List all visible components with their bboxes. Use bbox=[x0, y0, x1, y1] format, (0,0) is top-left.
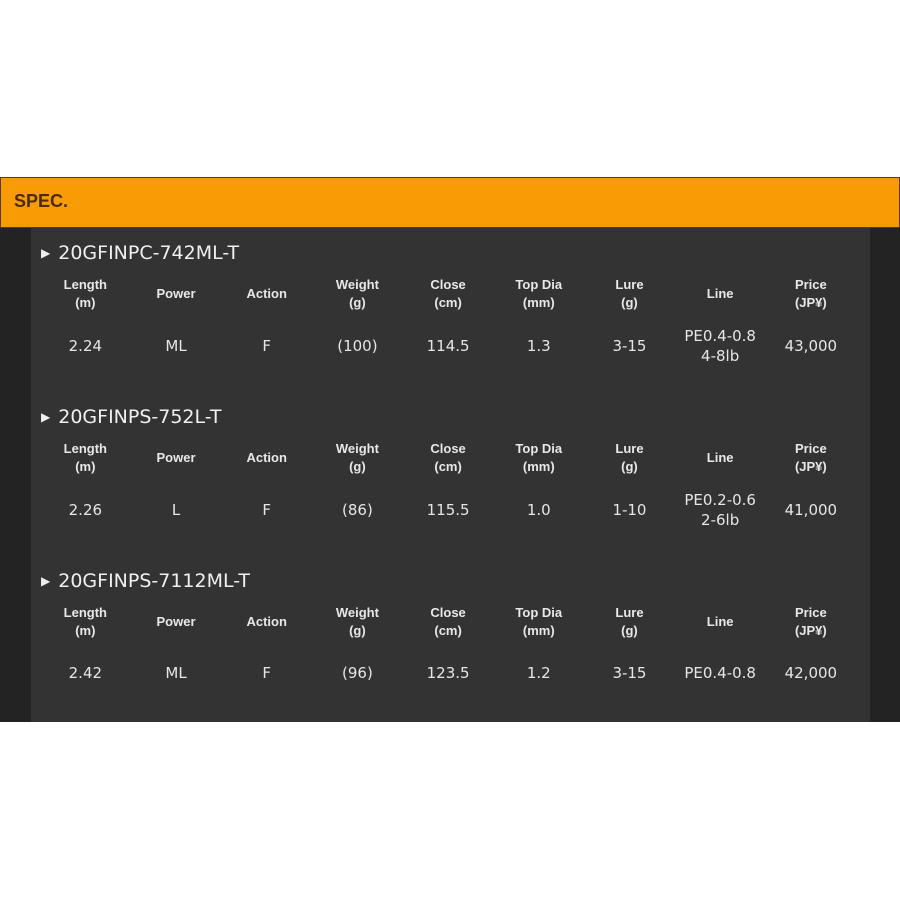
spec-value-row: 2.42 ML F (96) 123.5 1.2 3-15 PE0.4-0.8 42,000 bbox=[40, 651, 856, 695]
value-power: ML bbox=[165, 664, 187, 682]
column-header-price: Price (JP¥) bbox=[794, 441, 827, 474]
model-name: 20GFINPC-742ML-T bbox=[58, 242, 240, 264]
value-top-dia: 1.3 bbox=[526, 337, 551, 355]
column-header-weight: Weight (g) bbox=[335, 277, 379, 310]
column-header-close: Close (cm) bbox=[430, 441, 466, 474]
value-price: 42,000 bbox=[784, 664, 838, 682]
model-name: 20GFINPS-752L-T bbox=[58, 406, 222, 428]
value-top-dia: 1.0 bbox=[526, 501, 551, 519]
value-action: F bbox=[262, 337, 272, 355]
column-header-price: Price (JP¥) bbox=[794, 277, 827, 310]
spec-panel: ▶ 20GFINPC-742ML-T Length (m) Power Action We… bbox=[31, 228, 870, 722]
column-header-power: Power bbox=[156, 286, 196, 301]
column-header-lure: Lure (g) bbox=[615, 605, 644, 638]
value-length: 2.26 bbox=[68, 501, 103, 519]
column-header-lure: Lure (g) bbox=[615, 441, 644, 474]
column-header-line: Line bbox=[706, 450, 734, 465]
spec-header-row: Length (m) Power Action Weight (g) Close (cm… bbox=[40, 602, 856, 642]
value-weight: (96) bbox=[342, 664, 373, 682]
triangle-right-icon: ▶ bbox=[41, 246, 51, 260]
column-header-weight: Weight (g) bbox=[335, 441, 379, 474]
model-name: 20GFINPS-7112ML-T bbox=[58, 570, 250, 592]
value-price: 43,000 bbox=[784, 337, 838, 355]
value-close: 114.5 bbox=[426, 337, 470, 355]
value-line: PE0.2-0.6 2-6lb bbox=[684, 491, 756, 529]
value-length: 2.24 bbox=[68, 337, 103, 355]
value-action: F bbox=[262, 664, 272, 682]
column-header-action: Action bbox=[246, 614, 287, 629]
value-power: L bbox=[171, 501, 181, 519]
value-lure: 3-15 bbox=[612, 337, 647, 355]
column-header-top-dia: Top Dia (mm) bbox=[515, 605, 563, 638]
spec-value-row: 2.26 L F (86) 115.5 1.0 1-10 PE0.2-0.6 2-6lb 41,… bbox=[40, 488, 856, 532]
column-header-weight: Weight (g) bbox=[335, 605, 379, 638]
value-weight: (100) bbox=[337, 337, 378, 355]
column-header-lure: Lure (g) bbox=[615, 277, 644, 310]
spec-header-row: Length (m) Power Action Weight (g) Close (cm… bbox=[40, 274, 856, 314]
column-header-action: Action bbox=[246, 450, 287, 465]
model-title[interactable]: ▶ 20GFINPS-752L-T bbox=[41, 406, 222, 428]
value-power: ML bbox=[165, 337, 187, 355]
value-close: 115.5 bbox=[426, 501, 470, 519]
value-lure: 1-10 bbox=[612, 501, 647, 519]
spec-title: SPEC. bbox=[14, 191, 69, 211]
column-header-power: Power bbox=[156, 614, 196, 629]
triangle-right-icon: ▶ bbox=[41, 574, 51, 588]
column-header-length: Length (m) bbox=[63, 605, 107, 638]
value-length: 2.42 bbox=[68, 664, 103, 682]
column-header-line: Line bbox=[706, 286, 734, 301]
value-weight: (86) bbox=[342, 501, 373, 519]
column-header-close: Close (cm) bbox=[430, 277, 466, 310]
spec-header-bar: SPEC. bbox=[0, 177, 900, 228]
value-price: 41,000 bbox=[784, 501, 838, 519]
model-title[interactable]: ▶ 20GFINPC-742ML-T bbox=[41, 242, 239, 264]
column-header-length: Length (m) bbox=[63, 441, 107, 474]
value-top-dia: 1.2 bbox=[526, 664, 551, 682]
column-header-close: Close (cm) bbox=[430, 605, 466, 638]
value-action: F bbox=[262, 501, 272, 519]
column-header-top-dia: Top Dia (mm) bbox=[515, 441, 563, 474]
column-header-line: Line bbox=[706, 614, 734, 629]
column-header-top-dia: Top Dia (mm) bbox=[515, 277, 563, 310]
value-line: PE0.4-0.8 bbox=[684, 664, 756, 682]
column-header-length: Length (m) bbox=[63, 277, 107, 310]
column-header-action: Action bbox=[246, 286, 287, 301]
model-title[interactable]: ▶ 20GFINPS-7112ML-T bbox=[41, 570, 250, 592]
value-lure: 3-15 bbox=[612, 664, 647, 682]
spec-value-row: 2.24 ML F (100) 114.5 1.3 3-15 PE0.4-0.8 4-8lb 4… bbox=[40, 324, 856, 368]
triangle-right-icon: ▶ bbox=[41, 410, 51, 424]
spec-container: ▶ 20GFINPC-742ML-T Length (m) Power Action We… bbox=[0, 228, 900, 722]
column-header-power: Power bbox=[156, 450, 196, 465]
column-header-price: Price (JP¥) bbox=[794, 605, 827, 638]
spec-header-row: Length (m) Power Action Weight (g) Close (cm… bbox=[40, 438, 856, 478]
value-close: 123.5 bbox=[426, 664, 470, 682]
value-line: PE0.4-0.8 4-8lb bbox=[684, 327, 756, 365]
